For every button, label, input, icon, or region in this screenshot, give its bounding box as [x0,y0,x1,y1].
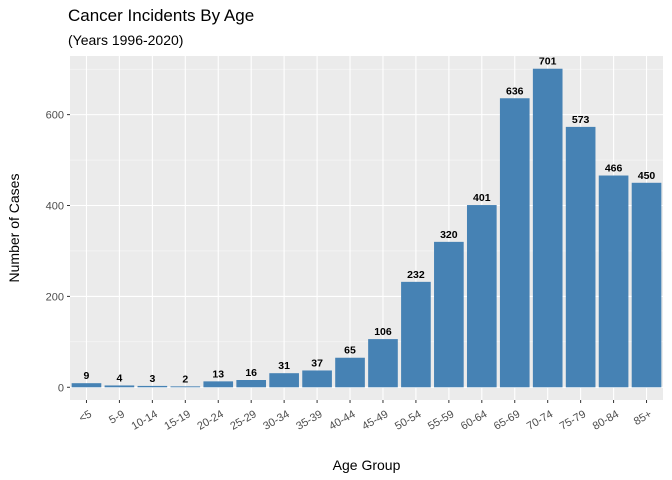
x-axis: <5 5-9 10-14 15-19 20-24 25-29 30-34 35-39 40-44… [77,400,654,433]
data-label: 466 [605,163,623,175]
bar-75-79 [565,126,596,388]
data-label: 573 [572,114,590,126]
data-label: 3 [149,373,155,385]
bar-30-34 [269,373,299,388]
bar-70-74 [532,68,563,388]
bars [71,68,662,388]
plot-panel [70,56,663,400]
x-tick-label: 85+ [632,408,654,428]
bar-5-9 [104,385,135,388]
data-label: 4 [116,372,122,384]
data-label: 701 [539,56,557,68]
x-tick-label: 40-44 [327,408,357,432]
data-label: 37 [311,357,323,369]
bar-55-59 [434,241,464,388]
x-tick-label: 80-84 [591,408,621,432]
data-label: 232 [407,269,425,281]
data-label: 31 [278,360,290,372]
y-axis: 0 200 400 600 [46,110,70,394]
x-tick-label: 45-49 [360,408,390,432]
y-tick-label: 600 [46,110,64,122]
bar-20-24 [203,381,234,388]
x-tick-label: 20-24 [195,408,225,432]
x-tick-label: 30-34 [261,408,291,432]
bar-60-64 [466,205,497,388]
data-label: 401 [473,192,491,204]
x-tick-label: 60-64 [459,408,489,432]
bar-50-54 [401,281,431,388]
data-label: 636 [506,85,524,97]
x-tick-label: 50-54 [393,408,423,432]
chart-title: Cancer Incidents By Age [68,6,255,25]
x-tick-label: 70-74 [525,408,555,432]
data-label: 16 [245,367,257,379]
data-label: 106 [374,326,392,338]
bar-40-44 [335,357,365,388]
x-tick-label: 55-59 [426,408,456,432]
data-labels: 9 4 3 2 13 16 31 37 65 106 232 320 401 636 701 573 466 45… [84,56,656,386]
x-tick-label: <5 [77,408,94,425]
bar-85+ [631,182,662,388]
x-tick-label: 15-19 [162,408,192,432]
data-label: 450 [638,170,656,182]
x-tick-label: 25-29 [228,408,258,432]
x-tick-label: 75-79 [558,408,588,432]
y-tick-label: 200 [46,291,64,303]
x-tick-label: 35-39 [294,408,324,432]
bar-15-19 [170,386,201,388]
y-axis-label: Number of Cases [6,174,22,283]
y-tick-label: 400 [46,201,64,213]
x-tick-label: 65-69 [492,408,522,432]
data-label: 2 [182,373,188,385]
bar-25-29 [236,380,267,388]
bar-35-39 [302,370,332,388]
bar-10-14 [137,385,168,388]
bar-<5 [71,383,102,388]
x-tick-label: 5-9 [107,408,127,426]
x-axis-label: Age Group [333,457,401,473]
bar-65-69 [499,98,530,388]
data-label: 13 [212,368,224,380]
data-label: 9 [84,370,90,382]
data-label: 320 [440,229,458,241]
x-tick-label: 10-14 [129,408,159,432]
y-tick-label: 0 [58,382,64,394]
chart-subtitle: (Years 1996-2020) [68,32,184,48]
bar-45-49 [368,339,398,388]
data-label: 65 [344,345,356,357]
bar-80-84 [598,175,629,388]
